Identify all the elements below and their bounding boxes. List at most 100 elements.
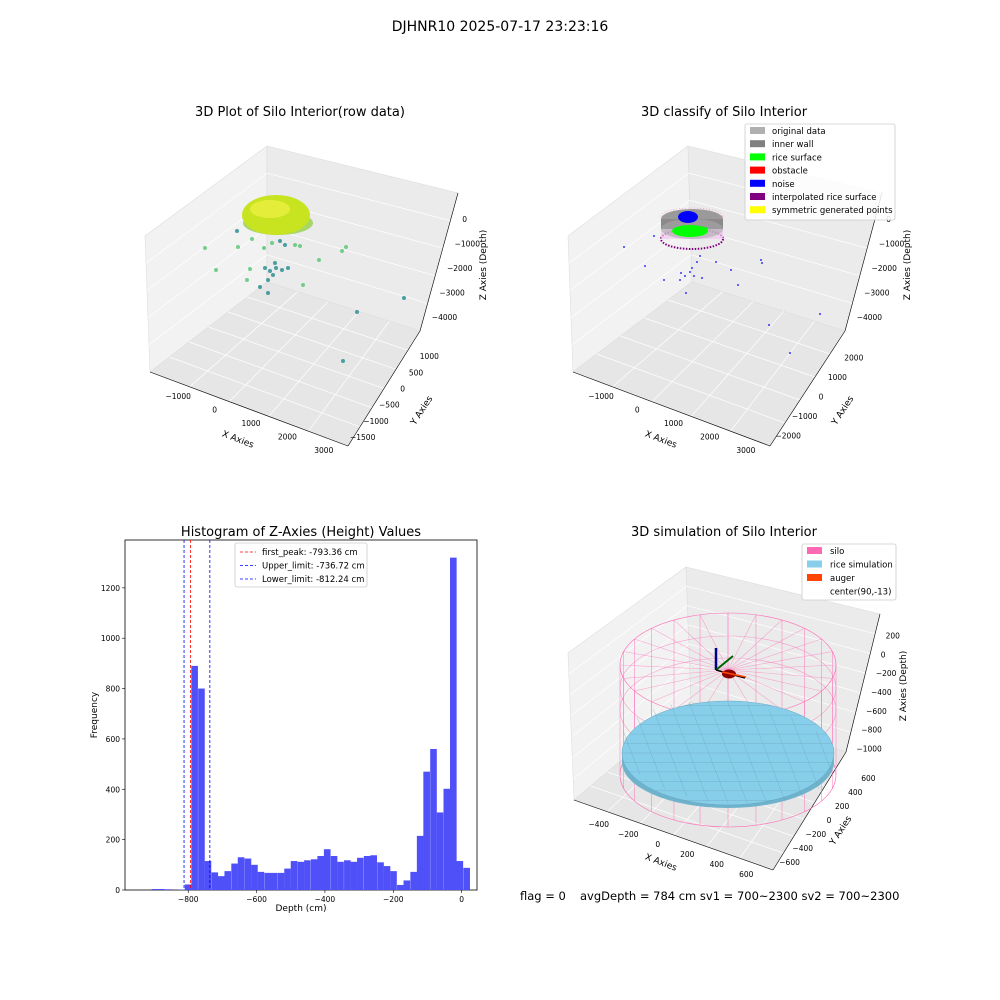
legend-label: interpolated rice surface <box>772 193 877 203</box>
histogram-bar <box>184 884 192 890</box>
noise-point <box>623 246 625 248</box>
noise-point <box>691 267 693 269</box>
gridline <box>571 254 692 346</box>
classify-legend: original data inner wall rice surface obsta… <box>744 123 896 221</box>
histogram-bar <box>244 858 252 890</box>
noise-point <box>715 261 717 263</box>
histogram-bar <box>450 557 457 890</box>
gridline <box>691 254 853 304</box>
noise-point <box>663 279 665 281</box>
noise-point <box>684 275 686 277</box>
histogram-bar <box>204 861 212 890</box>
legend-label: rice simulation <box>830 561 893 571</box>
y-tick-label: 800 <box>106 685 121 694</box>
classify-x-tick-labels: −1000 0 1000 2000 3000 <box>588 392 755 455</box>
rice-mesh-line <box>747 704 786 802</box>
raw-data-point <box>317 258 321 262</box>
x-tick-label: −600 <box>246 895 267 904</box>
noise-point <box>760 259 762 261</box>
classify-noise-points <box>623 226 821 354</box>
gridline <box>148 254 268 346</box>
histogram-bar <box>237 857 245 890</box>
raw-y-axis-line <box>347 330 421 447</box>
z-tick-label: −1000 <box>455 240 481 249</box>
simulation-legend: silo rice simulation auger center(90,-13) <box>801 543 897 601</box>
classify-legend-frame <box>744 123 896 221</box>
gridline <box>266 254 428 304</box>
histogram-bar <box>403 880 411 890</box>
histogram-bar <box>363 856 371 890</box>
silo-roof-line <box>727 614 757 671</box>
gridline <box>570 624 689 717</box>
histogram-legend: first_peak: -793.36 cm Upper_limit: -736.… <box>234 542 368 588</box>
y-tick-label: 400 <box>848 788 863 797</box>
histogram-bar <box>151 888 159 890</box>
classify-3d-panel: 3D classify of Silo Interior −1000010002… <box>567 105 913 455</box>
x-tick-label: 2000 <box>278 433 297 442</box>
histogram-bar <box>423 771 430 890</box>
y-tick-label: −200 <box>806 830 827 839</box>
sim-x-axis-line <box>573 799 774 871</box>
y-tick-label: 400 <box>106 785 121 794</box>
histogram-bar <box>231 863 238 890</box>
legend-label: original data <box>772 127 826 137</box>
silo-roof-line <box>727 669 833 679</box>
x-tick-label: 0 <box>655 840 660 849</box>
x-tick-label: −200 <box>383 895 404 904</box>
x-tick-label: 2000 <box>700 433 719 442</box>
y-tick-label: 1000 <box>828 373 847 382</box>
y-tick-label: 200 <box>835 802 850 811</box>
x-tick-label: −1000 <box>588 392 614 401</box>
legend-label: silo <box>830 547 844 557</box>
rice-mesh-line <box>768 709 803 797</box>
raw-data-point <box>266 278 270 282</box>
silo-roof-line <box>727 651 833 671</box>
y-tick-label: −400 <box>792 844 813 853</box>
legend-swatch <box>750 193 765 200</box>
y-tick-label: −600 <box>779 858 800 867</box>
silo-roof-line <box>623 651 729 671</box>
legend-swatch <box>750 166 765 174</box>
histogram-bar <box>443 788 451 890</box>
noise-point <box>644 265 646 267</box>
z-tick-label: −3000 <box>864 288 890 297</box>
y-tick-label: 500 <box>409 368 424 377</box>
noise-point <box>761 262 763 264</box>
sim-x-tick-labels: −400 −200 0 200 400 600 <box>588 820 753 879</box>
simulation-3d-panel: 3D simulation of Silo Interior −400−2000… <box>567 525 909 879</box>
histogram-bar <box>377 862 384 890</box>
classify-x-axis-line <box>572 371 771 447</box>
legend-label: obstacle <box>772 167 808 177</box>
z-tick-label: −4000 <box>857 313 883 322</box>
raw-data-point <box>235 229 239 233</box>
raw-data-point <box>280 268 284 272</box>
legend-label: symmetric generated points <box>772 206 893 216</box>
silo-roof-line <box>673 669 729 711</box>
histogram-y-label: Frequency <box>90 691 100 738</box>
legend-label: Upper_limit: -736.72 cm <box>262 562 365 572</box>
raw-data-point <box>341 359 345 363</box>
legend-swatch <box>807 574 822 581</box>
raw-dense-cluster-highlight <box>250 200 290 218</box>
z-tick-label: −400 <box>871 688 892 697</box>
histogram-bar <box>350 861 358 890</box>
raw-plot-title: 3D Plot of Silo Interior(row data) <box>195 105 405 120</box>
rice-surface-point <box>678 226 682 230</box>
noise-point <box>680 272 682 274</box>
z-tick-label: −200 <box>876 669 897 678</box>
raw-data-point <box>266 291 270 295</box>
y-tick-label: 600 <box>106 735 121 744</box>
figure-suptitle: DJHNR10 2025-07-17 23:23:16 <box>392 19 609 35</box>
gridline <box>590 785 784 854</box>
gridline <box>651 301 754 402</box>
classify-z-axis-label: Z Axies (Depth) <box>903 230 913 301</box>
histogram-bar <box>383 866 391 890</box>
x-tick-label: 3000 <box>736 446 755 455</box>
legend-label: inner wall <box>772 140 813 150</box>
histogram-bar <box>310 859 318 890</box>
rice-simulation-surface <box>621 700 835 808</box>
center-x-arrow <box>715 655 734 671</box>
x-tick-label: 0 <box>212 405 217 414</box>
x-tick-label: −1000 <box>166 392 192 401</box>
